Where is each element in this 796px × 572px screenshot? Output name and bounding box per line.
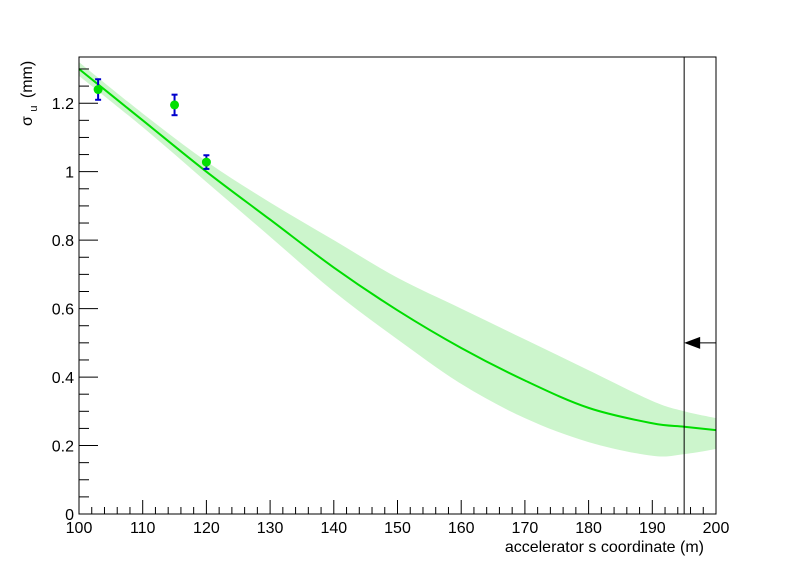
y-axis-subscript: u bbox=[28, 106, 40, 112]
point-marker bbox=[93, 85, 103, 95]
x-tick-label: 150 bbox=[384, 520, 411, 537]
y-tick-label: 0.8 bbox=[52, 233, 74, 250]
y-tick-label: 0 bbox=[65, 507, 74, 524]
x-tick-label: 100 bbox=[66, 520, 93, 537]
point-marker bbox=[201, 157, 211, 167]
y-tick-label: 0.4 bbox=[52, 370, 74, 387]
x-axis-title: accelerator s coordinate (m) bbox=[505, 539, 704, 556]
x-axis-ticks: 100 110 120 130 140 150 160 170 180 190 200 bbox=[66, 500, 730, 537]
x-tick-label: 160 bbox=[448, 520, 475, 537]
y-tick-label: 0.6 bbox=[52, 302, 74, 319]
data-points bbox=[93, 78, 211, 170]
data-point bbox=[93, 78, 103, 101]
x-tick-label: 140 bbox=[320, 520, 347, 537]
data-point bbox=[201, 154, 211, 170]
y-axis-ticks: 0 0.2 0.4 0.6 0.8 1 1.2 bbox=[52, 68, 98, 524]
x-tick-label: 190 bbox=[639, 520, 666, 537]
y-tick-label: 0.2 bbox=[52, 439, 74, 456]
y-axis-title: σ u (mm) bbox=[19, 61, 41, 126]
fit-curve bbox=[78, 68, 717, 432]
arrow-head bbox=[684, 336, 701, 349]
y-tick-label: 1.2 bbox=[52, 96, 74, 113]
y-axis-unit: (mm) bbox=[19, 61, 36, 98]
y-tick-label: 1 bbox=[65, 165, 74, 182]
confidence-band bbox=[79, 62, 716, 457]
point-marker bbox=[170, 100, 180, 110]
svg-text:σ u (mm): σ u (mm) bbox=[19, 61, 41, 126]
x-tick-label: 130 bbox=[257, 520, 284, 537]
y-axis-symbol: σ bbox=[19, 116, 36, 126]
arrow-marker bbox=[684, 336, 716, 349]
data-point bbox=[170, 93, 180, 117]
x-tick-label: 180 bbox=[575, 520, 602, 537]
x-tick-label: 200 bbox=[703, 520, 730, 537]
x-tick-label: 170 bbox=[512, 520, 539, 537]
x-tick-label: 110 bbox=[130, 520, 156, 537]
x-tick-label: 120 bbox=[193, 520, 220, 537]
